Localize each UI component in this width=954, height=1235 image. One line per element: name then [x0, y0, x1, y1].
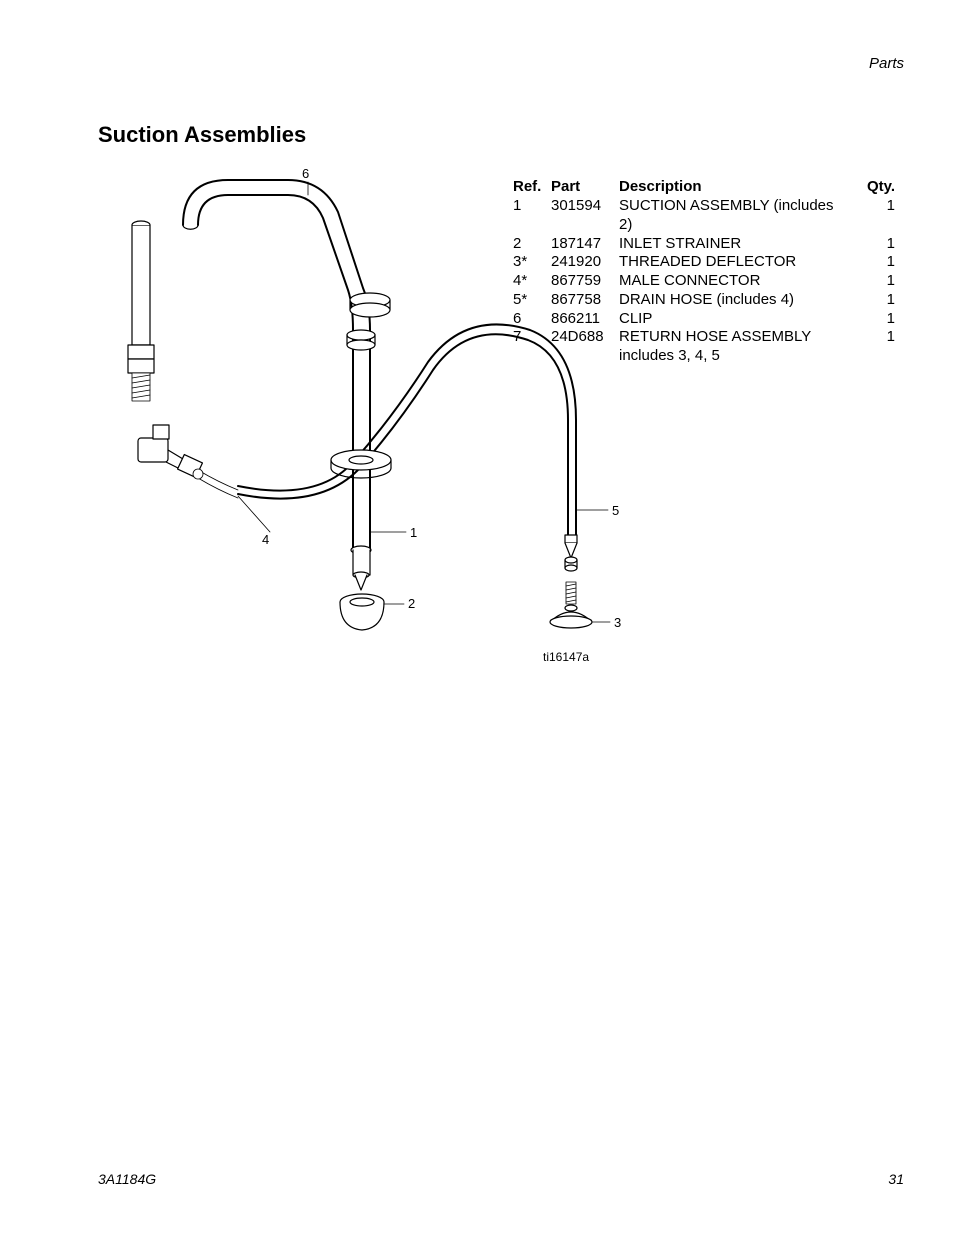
cell-ref: 2 [513, 235, 551, 254]
cell-qty: 1 [855, 291, 901, 310]
cell-qty: 1 [855, 310, 901, 329]
cell-part: 867758 [551, 291, 619, 310]
cell-desc: CLIP [619, 310, 855, 329]
cell-part: 867759 [551, 272, 619, 291]
callout-3: 3 [614, 615, 621, 630]
col-ref: Ref. [513, 178, 551, 197]
cell-part: 24D688 [551, 328, 619, 366]
cell-ref: 7 [513, 328, 551, 366]
table-row: 5* 867758 DRAIN HOSE (includes 4) 1 [513, 291, 901, 310]
cell-ref: 6 [513, 310, 551, 329]
cell-qty: 1 [855, 253, 901, 272]
cell-part: 241920 [551, 253, 619, 272]
parts-table: Ref. Part Description Qty. 1 301594 SUCT… [513, 178, 901, 366]
table-row: 3* 241920 THREADED DEFLECTOR 1 [513, 253, 901, 272]
cell-part: 301594 [551, 197, 619, 235]
table-row: 1 301594 SUCTION ASSEMBLY (includes 2) 1 [513, 197, 901, 235]
cell-qty: 1 [855, 197, 901, 235]
parts-table-header: Ref. Part Description Qty. [513, 178, 901, 197]
table-row: 2 187147 INLET STRAINER 1 [513, 235, 901, 254]
cell-part: 866211 [551, 310, 619, 329]
callout-4: 4 [262, 532, 269, 547]
cell-ref: 1 [513, 197, 551, 235]
table-row: 4* 867759 MALE CONNECTOR 1 [513, 272, 901, 291]
callout-2: 2 [408, 596, 415, 611]
footer-page-number: 31 [888, 1171, 904, 1187]
figure-label: ti16147a [543, 650, 589, 664]
table-row: 7 24D688 RETURN HOSE ASSEMBLY includes 3… [513, 328, 901, 366]
col-qty: Qty. [855, 178, 901, 197]
cell-desc: RETURN HOSE ASSEMBLY includes 3, 4, 5 [619, 328, 855, 366]
cell-ref: 5* [513, 291, 551, 310]
cell-part: 187147 [551, 235, 619, 254]
header-section: Parts [869, 55, 904, 72]
cell-desc: DRAIN HOSE (includes 4) [619, 291, 855, 310]
page-title: Suction Assemblies [98, 122, 306, 148]
cell-ref: 4* [513, 272, 551, 291]
col-part: Part [551, 178, 619, 197]
cell-desc: SUCTION ASSEMBLY (includes 2) [619, 197, 855, 235]
callout-1: 1 [410, 525, 417, 540]
cell-desc: THREADED DEFLECTOR [619, 253, 855, 272]
cell-ref: 3* [513, 253, 551, 272]
callout-5: 5 [612, 503, 619, 518]
cell-qty: 1 [855, 272, 901, 291]
cell-desc: MALE CONNECTOR [619, 272, 855, 291]
cell-qty: 1 [855, 235, 901, 254]
cell-desc: INLET STRAINER [619, 235, 855, 254]
table-row: 6 866211 CLIP 1 [513, 310, 901, 329]
col-desc: Description [619, 178, 855, 197]
footer-doc-number: 3A1184G [98, 1171, 156, 1187]
cell-qty: 1 [855, 328, 901, 366]
callout-6: 6 [302, 166, 309, 181]
